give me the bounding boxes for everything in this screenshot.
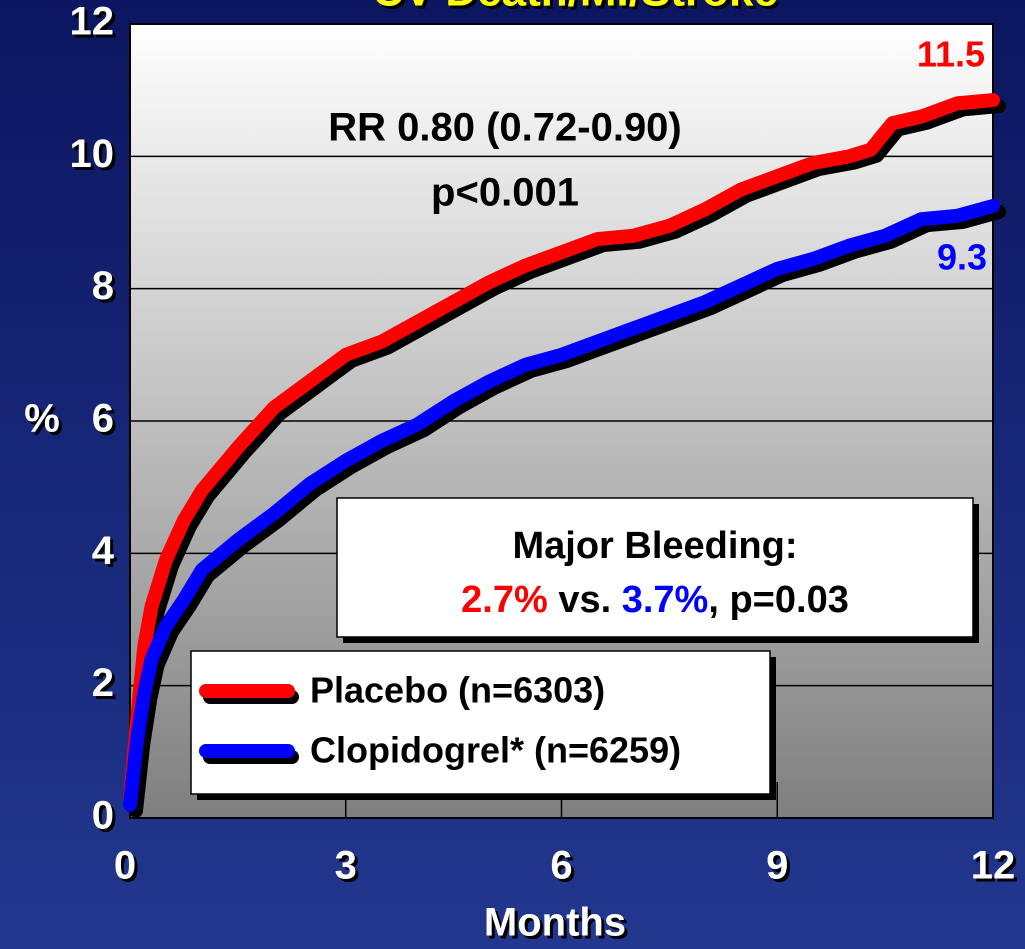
end-label: 9.3	[937, 237, 987, 278]
legend	[190, 650, 771, 795]
series-line	[123, 198, 1000, 812]
y-tick-label: 2	[92, 661, 114, 705]
y-tick-label: 8	[92, 264, 114, 308]
x-axis-label: Months	[484, 901, 626, 945]
y-tick-label: 4	[92, 529, 115, 573]
line-shadow	[129, 204, 1006, 818]
annotation-part: 3.7%	[622, 579, 709, 621]
y-axis-label: %	[24, 397, 60, 441]
series-line	[123, 93, 1000, 806]
x-tick-label: 0	[114, 844, 136, 888]
x-tick-label: 9	[766, 844, 788, 888]
x-tick-label: 12	[971, 844, 1016, 888]
annotation: RR 0.80 (0.72-0.90)	[328, 106, 682, 150]
annotation-part: 2.7%	[461, 579, 548, 621]
legend-label: Placebo (n=6303)	[310, 670, 605, 711]
annotation-part: vs.	[548, 579, 622, 621]
y-tick-label: 10	[70, 132, 115, 176]
annotation: p<0.001	[431, 171, 579, 215]
chart-title: CV Death/MI/Stroke	[372, 0, 778, 16]
line-shadow	[129, 99, 1006, 812]
end-label: 11.5	[917, 34, 985, 75]
annotation-part: , p=0.03	[708, 579, 848, 621]
annotation-box	[336, 497, 974, 638]
y-tick-label: 0	[92, 794, 114, 838]
annotation: Major Bleeding:	[512, 525, 797, 567]
y-tick-label: 12	[70, 0, 115, 44]
legend-label: Clopidogrel* (n=6259)	[310, 730, 681, 771]
annotation: 2.7% vs. 3.7%, p=0.03	[461, 579, 849, 621]
y-tick-label: 6	[92, 397, 114, 441]
x-tick-label: 6	[550, 844, 572, 888]
x-tick-label: 3	[335, 844, 357, 888]
